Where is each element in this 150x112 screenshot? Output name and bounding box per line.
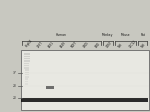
Bar [21, 98, 148, 102]
Text: 37: 37 [13, 71, 16, 75]
Bar [25, 72, 29, 73]
Text: 20: 20 [13, 96, 16, 100]
Bar [24, 62, 29, 64]
Bar [25, 69, 29, 71]
Bar [24, 56, 30, 57]
Text: NIH: NIH [140, 42, 147, 48]
Text: 28: 28 [13, 84, 16, 88]
Text: C2C12: C2C12 [129, 39, 138, 48]
Text: Monkey: Monkey [102, 33, 114, 37]
Text: HepG2: HepG2 [24, 38, 34, 48]
Bar [25, 76, 29, 78]
Text: 293T: 293T [36, 40, 44, 48]
Text: NIH: NIH [117, 42, 123, 48]
Bar [25, 81, 28, 82]
Bar [24, 60, 30, 62]
Bar [24, 67, 29, 69]
Bar [46, 86, 54, 89]
Text: A549: A549 [59, 40, 67, 48]
Bar [25, 79, 28, 80]
Text: Human: Human [56, 33, 67, 37]
Bar [24, 53, 30, 55]
Text: COS7: COS7 [106, 40, 114, 48]
Text: EDD: EDD [94, 41, 101, 48]
Bar [25, 74, 29, 75]
Text: Mouse: Mouse [120, 33, 130, 37]
Text: U305: U305 [82, 40, 90, 48]
Bar [24, 65, 29, 66]
Text: MCF7: MCF7 [71, 40, 79, 48]
Bar [25, 83, 28, 85]
Bar [24, 58, 30, 59]
Text: Rat: Rat [140, 33, 145, 37]
Bar [21, 50, 148, 110]
Text: A431: A431 [48, 40, 55, 48]
